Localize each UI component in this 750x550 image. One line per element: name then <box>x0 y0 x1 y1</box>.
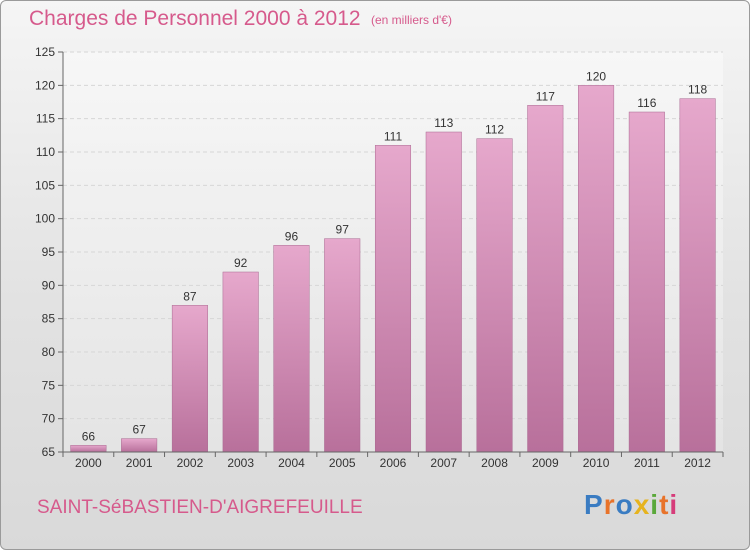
bar-2002 <box>171 305 208 453</box>
bar-2007 <box>425 131 462 453</box>
bar-value-label: 97 <box>336 223 350 237</box>
x-tick-label: 2002 <box>177 456 204 470</box>
x-tick-label: 2004 <box>278 456 305 470</box>
bar-value-label: 87 <box>183 289 197 303</box>
bar-value-label: 111 <box>384 129 403 143</box>
bar-2004 <box>273 245 310 453</box>
x-tick-label: 2011 <box>634 456 660 470</box>
logo-letter: r <box>603 489 616 520</box>
bar-value-label: 117 <box>536 89 555 103</box>
y-tick-label: 65 <box>42 445 56 459</box>
logo-letter: i <box>669 489 679 520</box>
bar-value-label: 112 <box>485 123 504 137</box>
bar-2012 <box>679 98 716 453</box>
y-tick-label: 85 <box>42 312 56 326</box>
y-tick-label: 115 <box>36 112 55 126</box>
bar-value-label: 67 <box>132 423 146 437</box>
bar-2008 <box>476 138 513 453</box>
x-tick-label: 2009 <box>532 456 559 470</box>
bar-value-label: 118 <box>688 83 707 97</box>
bar-2001 <box>121 438 158 453</box>
bar-value-label: 120 <box>586 69 606 83</box>
proxiti-logo: Proxiti <box>584 489 678 521</box>
commune-name: SAINT-SéBASTIEN-D'AIGREFEUILLE <box>37 497 363 518</box>
y-tick-label: 90 <box>42 278 56 292</box>
y-tick-label: 80 <box>42 345 56 359</box>
bar-2000 <box>70 445 107 453</box>
bar-value-label: 92 <box>234 256 248 270</box>
chart-subtitle: (en milliers d'€) <box>371 13 452 27</box>
logo-letter: i <box>650 489 660 520</box>
y-tick-label: 105 <box>35 178 55 192</box>
bar-2006 <box>374 145 412 453</box>
logo-letter: P <box>584 489 604 520</box>
y-tick-label: 75 <box>42 378 56 392</box>
bar-value-label: 66 <box>82 429 96 443</box>
y-tick-label: 120 <box>35 78 55 92</box>
x-tick-label: 2003 <box>227 456 254 470</box>
bar-2010 <box>578 85 615 453</box>
x-tick-label: 2008 <box>481 456 508 470</box>
bar-2003 <box>222 271 259 453</box>
bar-2005 <box>324 238 361 453</box>
logo-letter: o <box>615 489 634 520</box>
x-tick-label: 2000 <box>75 456 102 470</box>
x-tick-label: 2012 <box>684 456 711 470</box>
x-tick-label: 2007 <box>430 456 457 470</box>
bar-value-label: 113 <box>434 116 453 130</box>
y-tick-label: 125 <box>35 45 55 59</box>
bar-2011 <box>628 111 665 453</box>
y-tick-label: 110 <box>36 145 55 159</box>
x-tick-label: 2001 <box>126 456 153 470</box>
x-tick-label: 2006 <box>380 456 407 470</box>
logo-letter: x <box>633 489 651 520</box>
x-tick-label: 2010 <box>583 456 610 470</box>
chart-title: Charges de Personnel 2000 à 2012 <box>29 7 361 30</box>
logo-letter: t <box>659 489 670 520</box>
y-tick-label: 95 <box>42 245 56 259</box>
x-tick-label: 2005 <box>329 456 356 470</box>
bar-value-label: 116 <box>637 96 656 110</box>
y-tick-label: 70 <box>42 412 56 426</box>
bar-value-label: 96 <box>285 229 299 243</box>
y-tick-label: 100 <box>35 212 55 226</box>
bar-2009 <box>527 105 564 453</box>
